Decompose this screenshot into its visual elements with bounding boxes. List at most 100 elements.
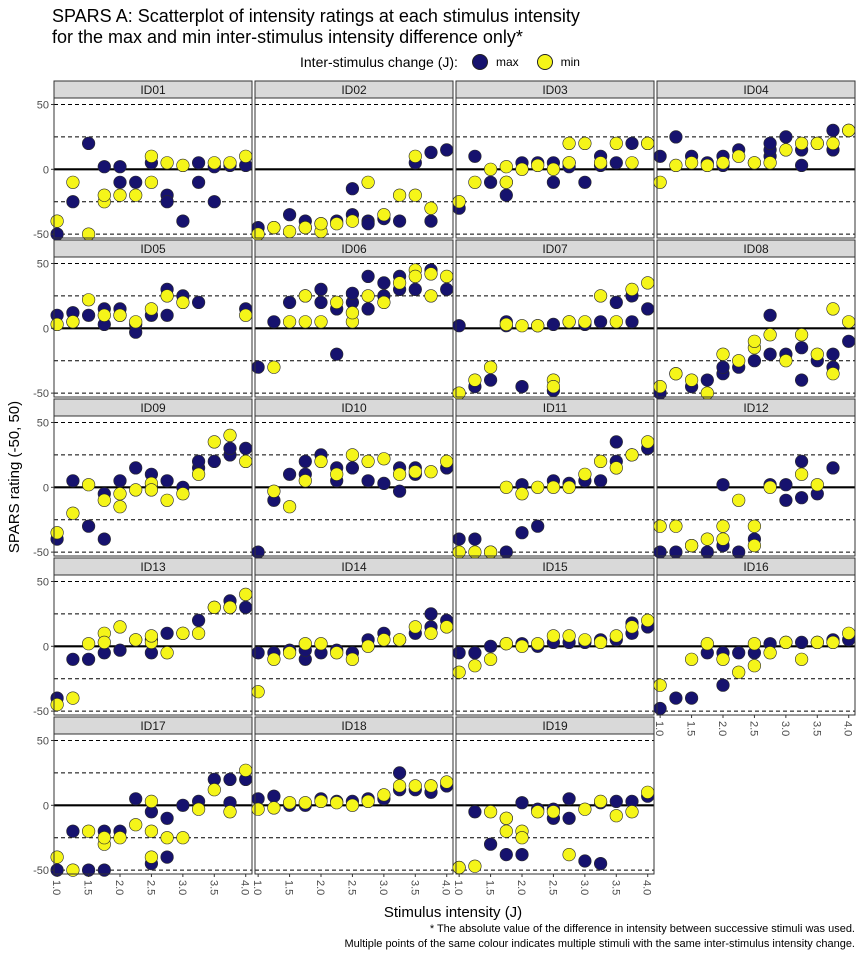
y-tick-label: 50 — [37, 258, 49, 270]
point-max — [377, 276, 391, 290]
panel-strip-label: ID12 — [743, 401, 769, 415]
point-min — [468, 659, 482, 673]
y-tick-label: -50 — [33, 547, 49, 559]
point-max — [794, 341, 809, 355]
point-min — [794, 136, 809, 150]
point-min — [484, 360, 498, 374]
point-min — [267, 801, 281, 815]
point-min — [393, 467, 407, 481]
point-max — [452, 319, 466, 333]
point-min — [452, 860, 466, 875]
point-min — [578, 136, 592, 150]
x-tick-label: 4.0 — [440, 880, 452, 895]
point-min — [531, 805, 545, 819]
point-min — [66, 506, 80, 520]
point-max — [716, 678, 730, 692]
point-max — [440, 282, 454, 297]
point-max — [223, 441, 237, 456]
point-min — [176, 831, 190, 845]
point-max — [81, 308, 96, 322]
point-min — [251, 227, 265, 241]
point-max — [251, 646, 265, 660]
point-max — [66, 195, 80, 209]
point-min — [345, 448, 360, 462]
point-max — [393, 484, 407, 498]
point-min — [578, 802, 592, 816]
point-min — [50, 697, 64, 712]
point-min — [499, 160, 513, 174]
point-min — [408, 465, 422, 479]
point-min — [531, 158, 545, 172]
point-max — [515, 526, 529, 540]
x-tick-label: 1.5 — [484, 880, 496, 895]
point-min — [377, 633, 391, 647]
y-tick-label: -50 — [33, 706, 49, 718]
panel-strip-label: ID04 — [743, 83, 769, 97]
point-min — [653, 678, 667, 692]
point-min — [468, 859, 482, 873]
panel-plot-area — [255, 575, 453, 715]
point-max — [499, 545, 513, 559]
point-min — [700, 637, 714, 651]
point-max — [251, 360, 265, 374]
point-max — [393, 766, 407, 780]
legend-title: Inter-stimulus change (J): — [300, 54, 458, 70]
point-min — [298, 289, 312, 303]
point-max — [578, 175, 592, 189]
panel-ID03: ID03 — [452, 80, 655, 239]
x-tick-label: 3.5 — [207, 880, 219, 895]
point-min — [330, 295, 344, 310]
point-min — [779, 354, 793, 368]
point-max — [129, 175, 143, 189]
point-min — [81, 227, 96, 241]
point-max — [763, 347, 777, 361]
point-min — [81, 824, 96, 838]
point-min — [239, 149, 253, 163]
panel-ID17: ID17 -50 0 50 1.0 1.5 2.0 2.5 3.0 3.5 4.0 — [33, 716, 253, 895]
x-tick-label: 2.5 — [747, 721, 759, 736]
point-max — [160, 195, 174, 209]
point-min — [578, 467, 592, 481]
chart-title-line-1: SPARS A: Scatterplot of intensity rating… — [52, 6, 580, 26]
panel-ID18: ID18 1.0 1.5 2.0 2.5 3.0 3.5 4.0 — [251, 716, 454, 895]
point-min — [283, 796, 297, 810]
point-min — [424, 267, 438, 281]
point-min — [408, 269, 422, 284]
x-tick-label: 1.5 — [685, 721, 697, 736]
point-min — [66, 863, 80, 877]
x-tick-label: 3.0 — [779, 721, 791, 736]
point-max — [345, 182, 360, 196]
point-max — [267, 789, 281, 803]
point-min — [625, 156, 639, 170]
panel-border — [53, 415, 253, 557]
point-min — [452, 665, 466, 679]
point-min — [531, 637, 545, 651]
point-min — [267, 484, 281, 498]
x-axis-title: Stimulus intensity (J) — [384, 904, 522, 921]
y-axis-title: SPARS rating (-50, 50) — [6, 401, 23, 553]
point-max — [609, 156, 623, 170]
point-min — [810, 136, 824, 150]
point-min — [144, 149, 158, 163]
point-max — [794, 158, 809, 172]
point-max — [593, 315, 608, 329]
panel-strip-label: ID14 — [341, 560, 367, 574]
point-max — [330, 347, 344, 361]
point-max — [515, 380, 529, 394]
point-min — [330, 467, 344, 481]
point-max — [515, 796, 529, 810]
point-min — [223, 805, 237, 819]
point-min — [66, 691, 80, 705]
point-min — [763, 480, 777, 494]
point-min — [393, 779, 407, 793]
point-max — [653, 545, 667, 559]
panel-border — [53, 733, 253, 875]
point-min — [408, 620, 422, 634]
point-max — [747, 354, 762, 368]
point-max — [207, 195, 221, 209]
panel-strip-label: ID16 — [743, 560, 769, 574]
point-min — [546, 380, 561, 394]
point-max — [176, 214, 190, 228]
point-max — [129, 792, 143, 806]
panel-ID05: ID05 -50 0 50 — [33, 239, 253, 400]
